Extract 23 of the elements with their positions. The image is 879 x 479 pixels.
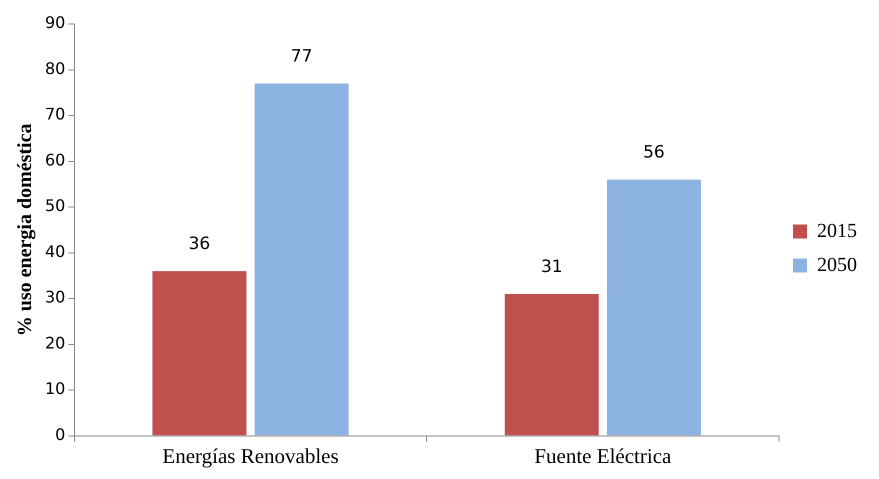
bar — [152, 271, 246, 436]
y-tick-label: 0 — [55, 424, 66, 444]
y-tick-label: 40 — [45, 242, 66, 261]
data-label: 36 — [188, 234, 210, 254]
y-tick-label: 30 — [45, 288, 66, 307]
y-tick-label: 70 — [45, 104, 66, 124]
y-tick-label: 50 — [45, 196, 66, 216]
data-label: 31 — [540, 256, 563, 277]
bar — [504, 294, 599, 436]
y-axis-title: % uso energia doméstica — [14, 124, 36, 336]
legend-label: 2015 — [817, 220, 857, 242]
y-tick-label: 20 — [45, 333, 66, 352]
y-tick-label: 80 — [45, 58, 66, 78]
data-label: 56 — [643, 142, 665, 162]
data-label: 77 — [290, 46, 312, 66]
y-tick-label: 90 — [45, 13, 66, 32]
y-tick-label: 10 — [45, 379, 66, 398]
bar — [606, 180, 701, 436]
y-tick-label: 60 — [45, 150, 66, 170]
x-tick-label: Fuente Eléctrica — [534, 444, 672, 468]
bar — [254, 83, 349, 436]
x-tick-label: Energías Renovables — [162, 444, 339, 468]
legend-label: 2050 — [817, 254, 857, 276]
